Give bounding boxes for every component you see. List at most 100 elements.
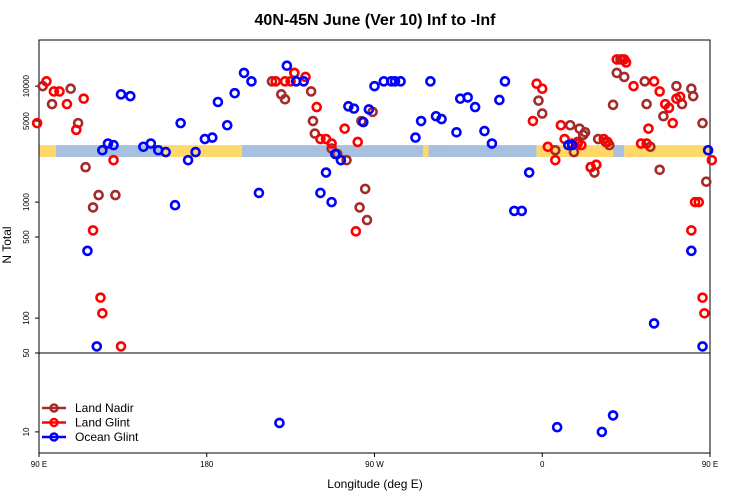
point-ocean-glint bbox=[115, 89, 127, 100]
point-land-glint bbox=[689, 196, 701, 208]
point-ocean-glint bbox=[169, 199, 181, 211]
point-land-glint bbox=[536, 83, 548, 95]
point-ocean-glint bbox=[160, 146, 172, 158]
x-tick-label: 0 bbox=[540, 460, 545, 469]
point-land-glint bbox=[686, 225, 697, 236]
point-ocean-glint bbox=[238, 67, 250, 79]
point-land-glint bbox=[527, 115, 539, 127]
point-ocean-glint bbox=[551, 421, 563, 433]
point-land-nadir bbox=[654, 164, 665, 176]
point-land-glint bbox=[285, 76, 296, 87]
point-ocean-glint bbox=[499, 76, 511, 87]
point-ocean-glint bbox=[102, 138, 114, 149]
point-land-nadir bbox=[564, 119, 576, 131]
point-land-nadir bbox=[266, 76, 278, 87]
band-segment-ocean bbox=[242, 145, 448, 157]
point-land-glint bbox=[620, 57, 632, 68]
y-tick-label: 5000 bbox=[22, 112, 31, 130]
y-tick-label: 10 bbox=[22, 427, 31, 436]
x-tick-label: 90 E bbox=[31, 460, 47, 469]
point-land-nadir bbox=[93, 189, 104, 201]
point-ocean-glint bbox=[298, 76, 309, 87]
point-ocean-glint bbox=[229, 87, 241, 99]
point-ocean-glint bbox=[395, 76, 406, 87]
band-segment-land bbox=[422, 145, 429, 157]
point-ocean-glint bbox=[697, 341, 708, 352]
point-land-nadir bbox=[697, 117, 708, 129]
legend-label: Ocean Glint bbox=[75, 430, 139, 444]
point-land-glint bbox=[270, 76, 282, 87]
band-segment-land bbox=[39, 145, 56, 157]
band-segment-land bbox=[624, 145, 710, 157]
point-land-glint bbox=[663, 102, 675, 114]
y-tick-label: 50 bbox=[22, 348, 31, 357]
point-land-glint bbox=[641, 138, 652, 149]
point-ocean-glint bbox=[343, 101, 354, 112]
point-ocean-glint bbox=[369, 80, 380, 92]
point-land-glint bbox=[78, 93, 90, 104]
chart-title: 40N-45N June (Ver 10) Inf to -Inf bbox=[255, 12, 497, 29]
point-land-nadir bbox=[46, 98, 58, 110]
point-land-glint bbox=[643, 123, 654, 134]
point-land-glint bbox=[95, 292, 106, 303]
point-land-nadir bbox=[687, 90, 699, 102]
point-land-glint bbox=[108, 154, 119, 166]
surface-band bbox=[39, 145, 710, 157]
point-land-nadir bbox=[618, 71, 630, 83]
point-land-glint bbox=[61, 98, 73, 110]
band-segment-ocean bbox=[55, 145, 163, 157]
point-land-glint bbox=[279, 76, 291, 87]
point-land-nadir bbox=[341, 154, 352, 166]
point-land-nadir bbox=[65, 83, 76, 95]
point-land-glint bbox=[31, 117, 43, 129]
x-tick-label: 180 bbox=[200, 460, 214, 469]
point-land-glint bbox=[576, 139, 587, 151]
point-land-nadir bbox=[579, 126, 591, 138]
point-land-nadir bbox=[80, 161, 91, 173]
x-axis: 90 E 180 90 W 0 90 E bbox=[31, 453, 718, 469]
x-tick-label: 90 W bbox=[365, 460, 384, 469]
point-land-glint bbox=[674, 91, 686, 103]
point-land-glint bbox=[699, 307, 710, 319]
point-land-nadir bbox=[279, 94, 291, 105]
point-land-glint bbox=[542, 141, 554, 153]
point-ocean-glint bbox=[436, 113, 447, 125]
point-ocean-glint bbox=[281, 60, 293, 72]
point-ocean-glint bbox=[190, 146, 201, 158]
point-land-glint bbox=[352, 136, 364, 148]
point-land-glint bbox=[648, 76, 660, 87]
point-ocean-glint bbox=[182, 154, 194, 166]
point-land-glint bbox=[326, 138, 337, 149]
point-land-glint bbox=[54, 86, 65, 97]
point-ocean-glint bbox=[494, 94, 505, 106]
point-ocean-glint bbox=[125, 90, 136, 102]
point-ocean-glint bbox=[702, 144, 714, 156]
point-ocean-glint bbox=[566, 139, 578, 151]
lower-panel-frame bbox=[38, 352, 711, 454]
band-segment-land bbox=[162, 145, 248, 157]
legend-marker bbox=[49, 403, 59, 413]
point-land-nadir bbox=[671, 80, 682, 92]
point-ocean-glint bbox=[479, 125, 490, 137]
y-axis-lower: 10 bbox=[22, 427, 39, 436]
point-land-glint bbox=[315, 133, 326, 145]
point-ocean-glint bbox=[207, 132, 218, 143]
legend-label: Land Glint bbox=[75, 416, 130, 430]
band-segment-ocean bbox=[428, 145, 537, 157]
point-land-nadir bbox=[87, 202, 99, 213]
point-land-glint bbox=[70, 124, 82, 136]
point-ocean-glint bbox=[253, 187, 265, 199]
legend-label: Land Nadir bbox=[75, 401, 134, 415]
y-axis-title: N Total bbox=[0, 226, 14, 263]
point-land-nadir bbox=[533, 95, 544, 106]
point-land-glint bbox=[97, 307, 108, 319]
point-land-glint bbox=[115, 341, 127, 352]
point-ocean-glint bbox=[425, 76, 436, 87]
point-ocean-glint bbox=[212, 96, 224, 108]
point-ocean-glint bbox=[486, 138, 498, 149]
point-ocean-glint bbox=[607, 410, 619, 421]
point-land-nadir bbox=[307, 115, 319, 127]
point-ocean-glint bbox=[91, 341, 103, 352]
band-segment-land bbox=[536, 145, 614, 157]
